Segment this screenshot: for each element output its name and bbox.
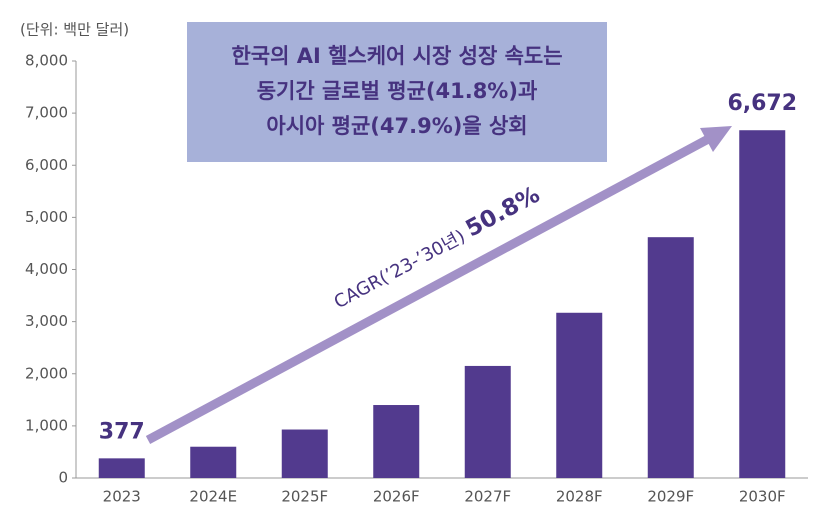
x-tick-label: 2025F xyxy=(281,488,328,506)
y-tick-label: 2,000 xyxy=(25,364,68,382)
callout-line: 한국의 AI 헬스케어 시장 성장 속도는 xyxy=(231,44,562,68)
x-tick-label: 2028F xyxy=(556,488,603,506)
x-tick-label: 2030F xyxy=(739,488,786,506)
callout-box xyxy=(187,22,607,162)
cagr-arrowhead xyxy=(700,126,732,152)
x-tick-label: 2026F xyxy=(373,488,420,506)
bar xyxy=(373,405,420,478)
callout-line: 동기간 글로벌 평균(41.8%)과 xyxy=(257,79,538,103)
y-tick-label: 0 xyxy=(58,469,68,487)
x-tick-label: 2024E xyxy=(189,488,237,506)
y-tick-label: 3,000 xyxy=(25,312,68,330)
x-tick-label: 2023 xyxy=(103,488,141,506)
y-tick-label: 6,000 xyxy=(25,156,68,174)
bar xyxy=(464,365,511,478)
y-tick-label: 4,000 xyxy=(25,260,68,278)
callout-line: 아시아 평균(47.9%)을 상회 xyxy=(266,114,527,138)
bar xyxy=(647,237,694,478)
y-tick-label: 5,000 xyxy=(25,208,68,226)
bar xyxy=(190,446,237,478)
value-label: 377 xyxy=(99,419,145,444)
bar xyxy=(98,458,145,478)
value-label: 6,672 xyxy=(727,91,797,116)
cagr-arrow xyxy=(145,133,715,444)
x-tick-label: 2029F xyxy=(647,488,694,506)
bar xyxy=(739,130,786,479)
bar xyxy=(556,312,603,478)
unit-label: (단위: 백만 달러) xyxy=(20,21,129,39)
x-tick-label: 2027F xyxy=(464,488,511,506)
bar xyxy=(281,429,328,478)
y-tick-label: 1,000 xyxy=(25,416,68,434)
y-tick-label: 8,000 xyxy=(25,52,68,70)
y-tick-label: 7,000 xyxy=(25,104,68,122)
